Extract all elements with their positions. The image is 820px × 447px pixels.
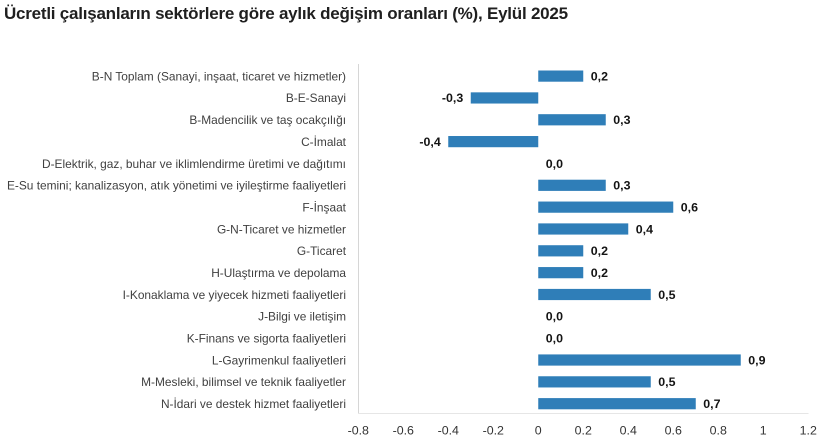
svg-text:0,5: 0,5 [658,375,675,389]
svg-text:1: 1 [760,424,767,438]
svg-text:0,2: 0,2 [591,69,608,83]
svg-text:G-N-Ticaret ve hizmetler: G-N-Ticaret ve hizmetler [217,222,346,236]
svg-text:0,2: 0,2 [591,266,608,280]
svg-text:0,7: 0,7 [703,397,720,411]
svg-text:H-Ulaştırma ve depolama: H-Ulaştırma ve depolama [211,266,346,280]
svg-text:0,6: 0,6 [681,200,698,214]
svg-text:0,3: 0,3 [613,179,630,193]
svg-text:M-Mesleki, bilimsel ve teknik: M-Mesleki, bilimsel ve teknik faaliyetle… [141,375,346,389]
svg-text:-0,4: -0,4 [419,135,440,149]
svg-text:B-Madencilik ve taş ocakçılığı: B-Madencilik ve taş ocakçılığı [189,113,346,127]
svg-text:I-Konaklama ve yiyecek hizmeti: I-Konaklama ve yiyecek hizmeti faaliyetl… [123,288,346,302]
svg-text:0,0: 0,0 [546,331,563,345]
svg-text:-0,3: -0,3 [442,91,463,105]
svg-text:F-İnşaat: F-İnşaat [302,200,346,214]
svg-text:G-Ticaret: G-Ticaret [297,244,347,258]
svg-text:0: 0 [535,424,542,438]
svg-text:L-Gayrimenkul faaliyetleri: L-Gayrimenkul faaliyetleri [212,353,346,367]
svg-text:E-Su temini; kanalizasyon, atı: E-Su temini; kanalizasyon, atık yönetimi… [7,179,346,193]
svg-text:C-İmalat: C-İmalat [301,135,347,149]
svg-text:0.2: 0.2 [575,424,592,438]
svg-text:-0.4: -0.4 [438,424,459,438]
svg-text:B-N Toplam (Sanayi, inşaat, ti: B-N Toplam (Sanayi, inşaat, ticaret ve h… [92,69,346,83]
svg-text:N-İdari ve destek hizmet faali: N-İdari ve destek hizmet faaliyetleri [161,397,346,411]
svg-text:0.8: 0.8 [710,424,727,438]
svg-text:D-Elektrik, gaz, buhar ve ikli: D-Elektrik, gaz, buhar ve iklimlendirme … [42,157,346,171]
svg-text:0,5: 0,5 [658,288,675,302]
svg-text:0.6: 0.6 [665,424,682,438]
svg-text:K-Finans ve sigorta faaliyetle: K-Finans ve sigorta faaliyetleri [187,331,346,345]
svg-text:-0.2: -0.2 [483,424,504,438]
svg-text:B-E-Sanayi: B-E-Sanayi [286,91,346,105]
svg-text:1.2: 1.2 [800,424,817,438]
svg-text:0,2: 0,2 [591,244,608,258]
svg-text:0,0: 0,0 [546,157,563,171]
svg-text:0,3: 0,3 [613,113,630,127]
svg-text:Ücretli çalışanların sektörler: Ücretli çalışanların sektörlere göre ayl… [4,4,568,23]
svg-text:0.4: 0.4 [620,424,637,438]
svg-text:J-Bilgi ve iletişim: J-Bilgi ve iletişim [258,310,346,324]
svg-text:-0.6: -0.6 [393,424,414,438]
svg-text:-0.8: -0.8 [348,424,369,438]
svg-text:0,9: 0,9 [748,353,765,367]
svg-text:0,4: 0,4 [636,222,653,236]
svg-text:0,0: 0,0 [546,310,563,324]
